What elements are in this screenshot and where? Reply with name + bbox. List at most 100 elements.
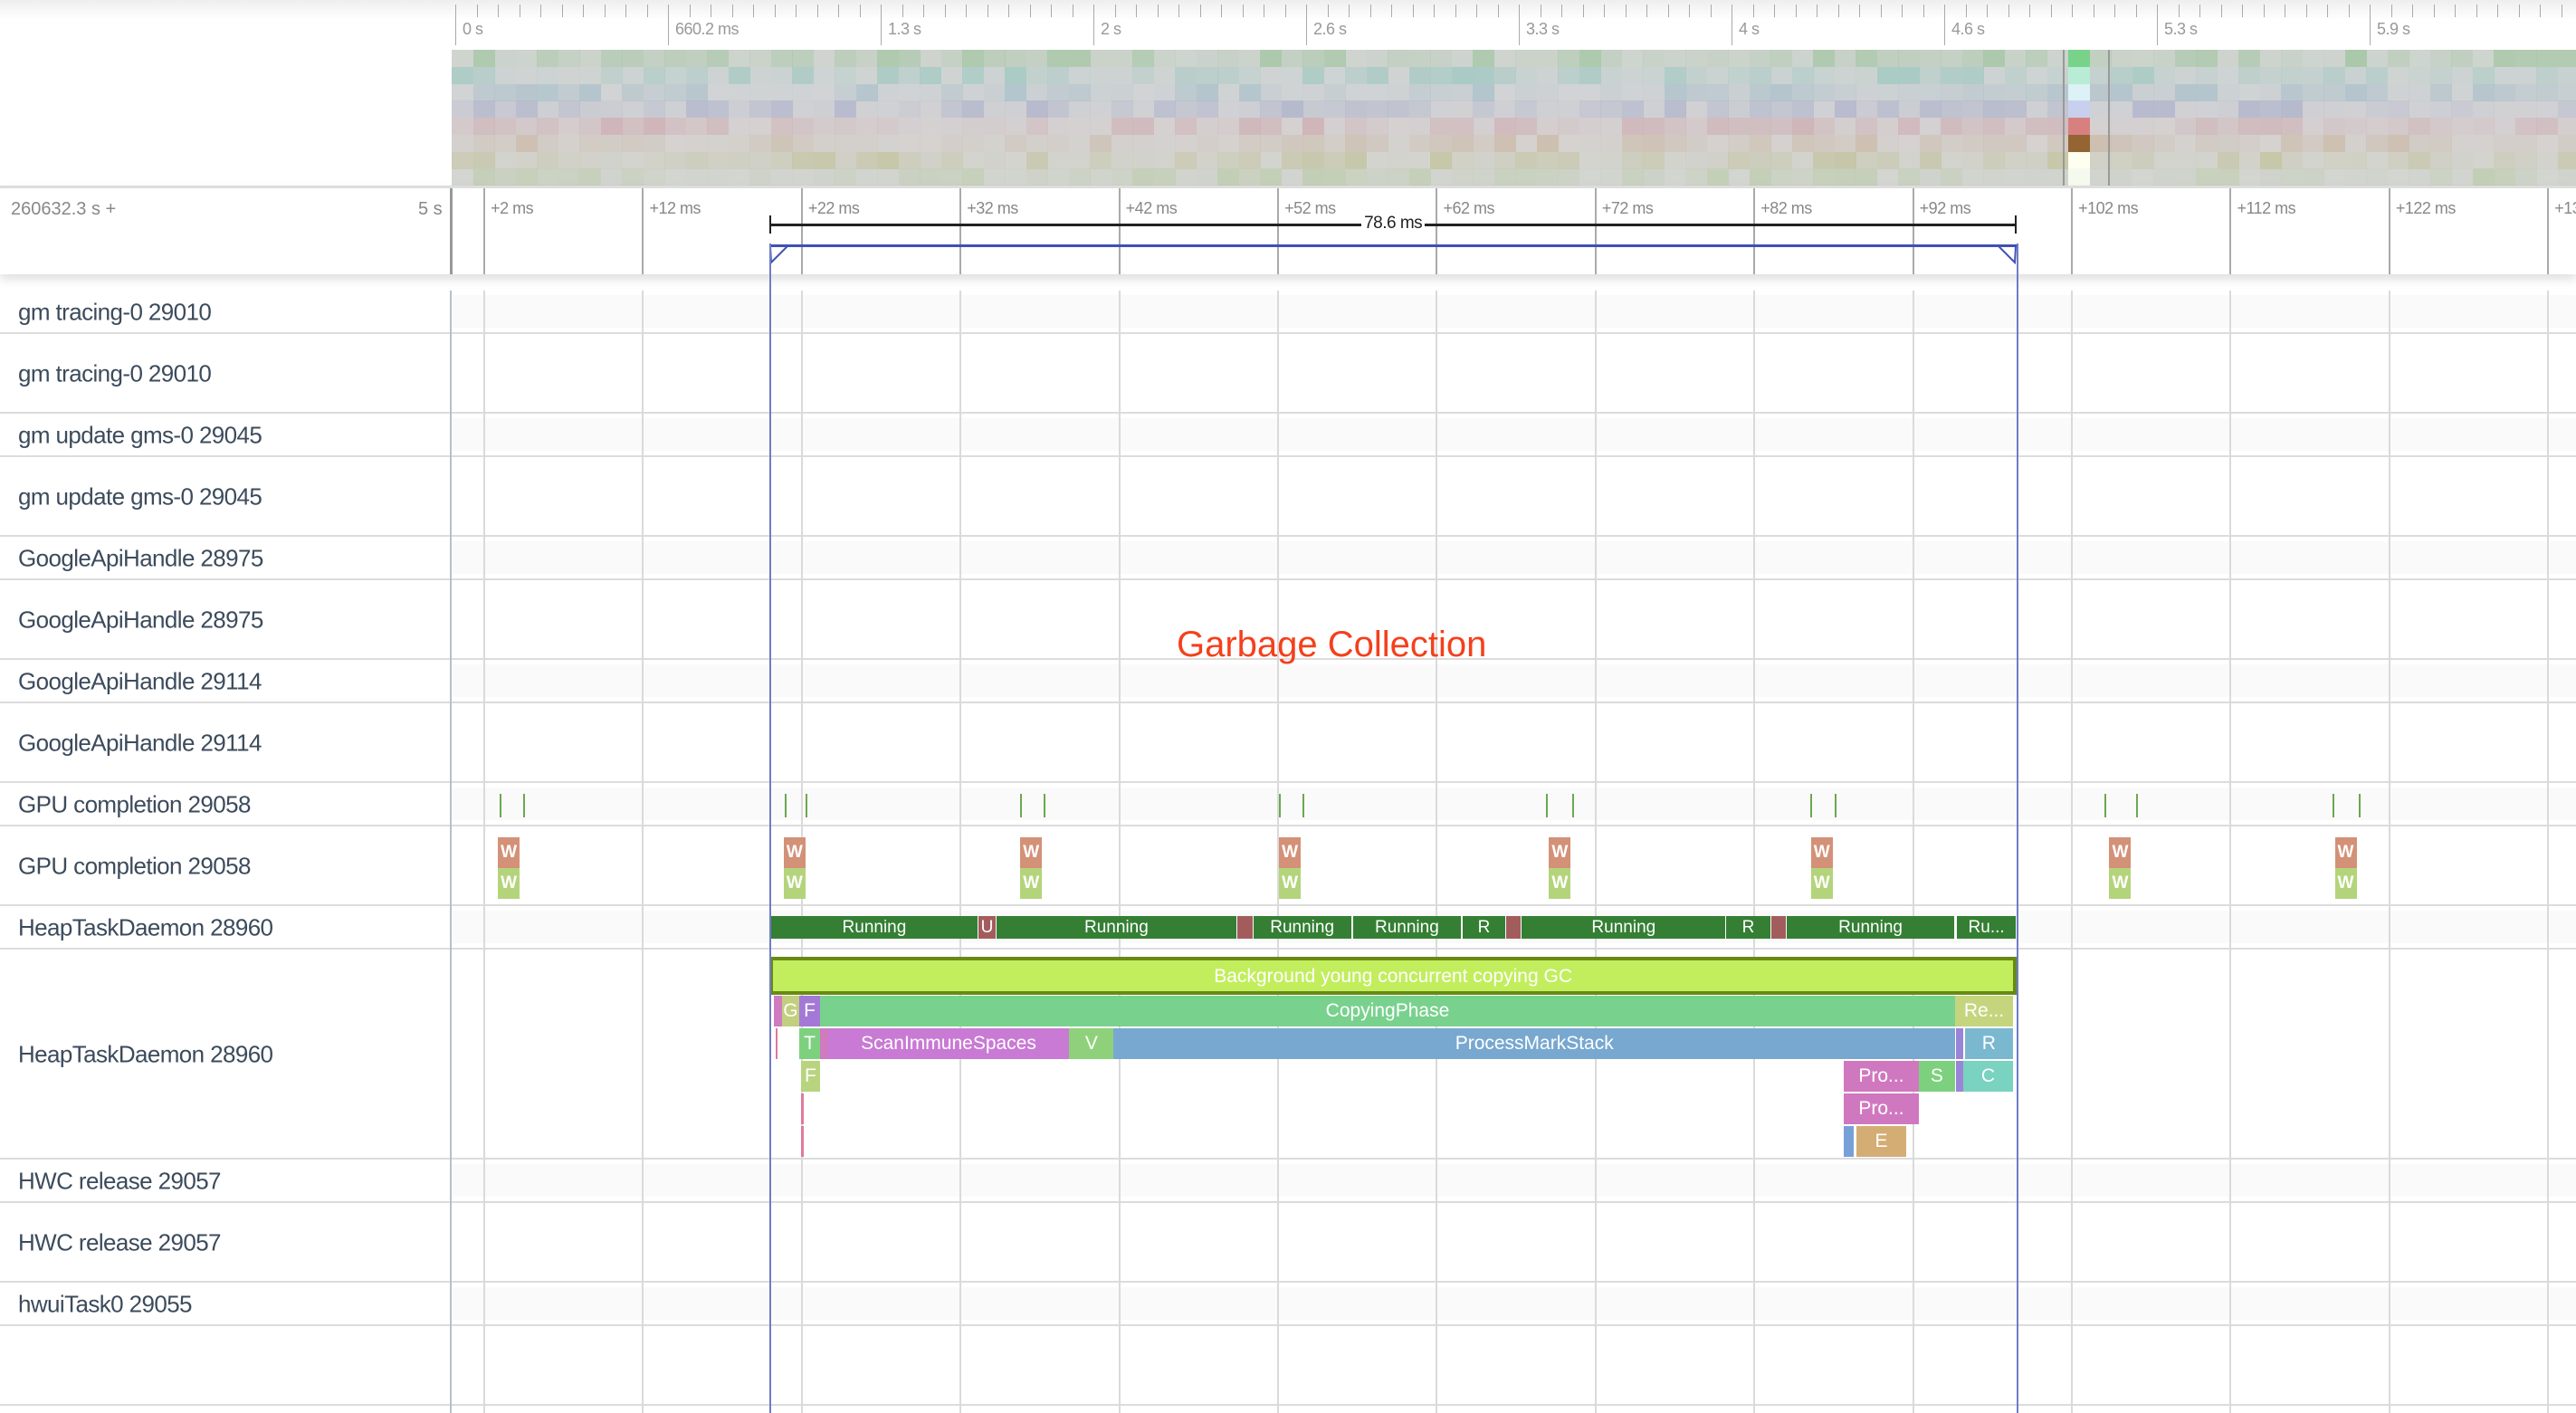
trace-slice[interactable] <box>775 1028 778 1059</box>
gpu-wait-slice[interactable]: W <box>2334 837 2357 868</box>
gpu-completion-tick[interactable] <box>1278 794 1281 817</box>
trace-slice[interactable]: Pro... <box>1844 1061 1919 1092</box>
trace-slice[interactable]: Pro... <box>1844 1093 1919 1124</box>
gpu-wait-slice[interactable]: W <box>498 837 520 868</box>
track-label[interactable]: gm update gms-0 29045 <box>18 482 262 511</box>
overview-time-ruler[interactable]: 0 s 660.2 ms 1.3 s 2 s 2.6 s 3.3 s 4 s 4.6 s 5.3… <box>0 0 2576 50</box>
trace-slice[interactable] <box>819 1028 828 1059</box>
gpu-completion-tick[interactable] <box>499 794 501 817</box>
gpu-completion-tick[interactable] <box>2333 794 2335 817</box>
gpu-wait-slice[interactable]: W <box>783 868 806 899</box>
gpu-completion-tick[interactable] <box>1545 794 1548 817</box>
gpu-wait-slice[interactable]: W <box>1549 868 1571 899</box>
thread-state-segment[interactable]: Running <box>1522 916 1726 939</box>
thread-state-segment[interactable] <box>1505 916 1522 939</box>
thread-state-segment[interactable]: R <box>1726 916 1770 939</box>
gpu-completion-tick[interactable] <box>1302 794 1305 817</box>
bracket-handle-left[interactable] <box>768 244 789 264</box>
track-label[interactable]: GPU completion 29058 <box>18 852 251 880</box>
gpu-wait-slice[interactable]: W <box>1279 837 1302 868</box>
track-label[interactable]: HeapTaskDaemon 28960 <box>18 1040 273 1068</box>
track-row[interactable]: HWC release 29057 <box>0 1160 2576 1203</box>
thread-state-segment[interactable]: Running <box>996 916 1237 939</box>
gpu-completion-tick[interactable] <box>522 794 525 817</box>
track-row[interactable]: gm tracing-0 29010 <box>0 334 2576 414</box>
gpu-wait-slice[interactable]: W <box>1549 837 1571 868</box>
overview-heatmap[interactable] <box>452 50 2576 186</box>
gpu-wait-slice[interactable]: W <box>1279 868 1302 899</box>
gpu-completion-tick[interactable] <box>1019 794 1022 817</box>
thread-state-segment[interactable]: Running <box>1353 916 1461 939</box>
overview-window-right[interactable] <box>2108 50 2111 186</box>
track-row[interactable]: HWC release 29057 <box>0 1203 2576 1283</box>
thread-state-segment[interactable]: R <box>1463 916 1505 939</box>
track-row[interactable]: gm update gms-0 29045 <box>0 457 2576 537</box>
gpu-completion-tick[interactable] <box>2104 794 2106 817</box>
track-label[interactable]: hwuiTask0 29055 <box>18 1290 193 1318</box>
trace-slice[interactable] <box>774 996 782 1026</box>
gpu-completion-tick[interactable] <box>2135 794 2138 817</box>
track-row[interactable]: hwuiTask0 29055 <box>0 1283 2576 1326</box>
thread-state-segment[interactable] <box>1770 916 1787 939</box>
gpu-wait-slice[interactable]: W <box>1020 837 1043 868</box>
trace-slice[interactable] <box>1844 1126 1854 1157</box>
gpu-completion-tick[interactable] <box>806 794 808 817</box>
trace-slice[interactable]: Re... <box>1955 996 2014 1026</box>
gpu-wait-slice[interactable]: W <box>1810 837 1833 868</box>
selection-bracket[interactable] <box>768 244 2018 264</box>
thread-state-segment[interactable]: Running <box>770 916 978 939</box>
trace-slice[interactable] <box>1956 1028 1963 1059</box>
track-row[interactable]: GoogleApiHandle 28975 <box>0 537 2576 580</box>
trace-slice[interactable]: S <box>1918 1061 1956 1092</box>
gpu-wait-slice[interactable]: W <box>2109 837 2132 868</box>
track-label[interactable]: GPU completion 29058 <box>18 790 251 818</box>
gpu-wait-slice[interactable]: W <box>2109 868 2132 899</box>
time-axis[interactable]: 260632.3 s + 5 s +2 ms +12 ms +22 ms +32 ms… <box>0 186 2576 274</box>
gpu-wait-slice[interactable]: W <box>1810 868 1833 899</box>
thread-state-segment[interactable]: Running <box>1787 916 1955 939</box>
gpu-completion-tick[interactable] <box>2358 794 2361 817</box>
track-row[interactable]: HeapTaskDaemon 28960 <box>0 950 2576 1160</box>
trace-slice[interactable]: F <box>800 1061 820 1092</box>
trace-slice[interactable]: F <box>799 996 820 1026</box>
track-row[interactable]: GPU completion 29058 <box>0 826 2576 906</box>
trace-slice[interactable]: G <box>781 996 800 1026</box>
trace-slice[interactable]: R <box>1964 1028 2014 1059</box>
trace-slice[interactable]: CopyingPhase <box>819 996 1956 1026</box>
gpu-completion-tick[interactable] <box>1044 794 1046 817</box>
track-row[interactable]: gm update gms-0 29045 <box>0 414 2576 457</box>
trace-slice[interactable]: T <box>799 1028 820 1059</box>
track-label[interactable]: HWC release 29057 <box>18 1167 222 1195</box>
trace-slice[interactable]: ProcessMarkStack <box>1113 1028 1956 1059</box>
trace-slice[interactable]: C <box>1962 1061 2014 1092</box>
bracket-handle-right[interactable] <box>1997 244 2018 264</box>
trace-slice[interactable]: Background young concurrent copying GC <box>768 957 2018 995</box>
track-label[interactable]: GoogleApiHandle 28975 <box>18 606 263 634</box>
thread-state-segment[interactable]: U <box>978 916 996 939</box>
thread-state-segment[interactable] <box>1237 916 1253 939</box>
gpu-completion-tick[interactable] <box>1572 794 1575 817</box>
thread-state-segment[interactable]: Running <box>1253 916 1351 939</box>
overview-window-left[interactable] <box>2063 50 2066 186</box>
gpu-wait-slice[interactable]: W <box>1020 868 1043 899</box>
gpu-completion-tick[interactable] <box>1834 794 1837 817</box>
track-row[interactable]: gm tracing-0 29010 <box>0 291 2576 334</box>
gpu-wait-slice[interactable]: W <box>2334 868 2357 899</box>
gpu-completion-tick[interactable] <box>785 794 787 817</box>
track-row[interactable]: GPU completion 29058 <box>0 783 2576 826</box>
trace-slice[interactable] <box>800 1126 805 1157</box>
track-label[interactable]: GoogleApiHandle 29114 <box>18 667 262 695</box>
gpu-completion-tick[interactable] <box>1810 794 1813 817</box>
trace-slice[interactable] <box>1956 1061 1963 1092</box>
trace-slice[interactable] <box>800 1093 804 1124</box>
gpu-wait-slice[interactable]: W <box>783 837 806 868</box>
trace-slice[interactable]: V <box>1069 1028 1114 1059</box>
track-label[interactable]: GoogleApiHandle 28975 <box>18 544 263 572</box>
track-label[interactable]: gm update gms-0 29045 <box>18 421 262 449</box>
track-label[interactable]: HeapTaskDaemon 28960 <box>18 913 273 941</box>
trace-slice[interactable]: E <box>1856 1126 1906 1157</box>
track-label[interactable]: gm tracing-0 29010 <box>18 359 212 387</box>
trace-slice[interactable]: ScanImmuneSpaces <box>827 1028 1070 1059</box>
track-row[interactable]: GoogleApiHandle 29114 <box>0 660 2576 703</box>
track-row[interactable] <box>0 1326 2576 1406</box>
